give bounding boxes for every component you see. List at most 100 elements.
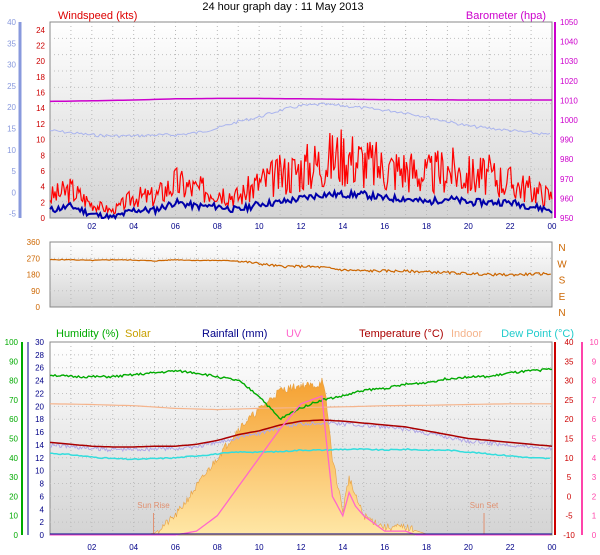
x-tick-label: 06 [171,543,180,552]
rainfall-tick: 26 [35,364,44,373]
windspeed-tick: 22 [36,42,45,51]
x-tick-label: 06 [171,222,180,231]
uv-line [50,395,550,536]
compass-tick: S [559,276,566,287]
left-outer-tick: 5 [12,167,17,176]
rainfall-tick: 6 [40,492,45,501]
windspeed-tick: 16 [36,89,45,98]
left-outer-tick: 10 [7,146,16,155]
barometer-line [49,97,552,103]
humidity-tick: 30 [9,473,18,482]
legend-humidity: Humidity (%) [56,328,119,340]
rainfall-tick: 30 [35,338,44,347]
rainfall-tick: 10 [35,467,44,476]
rainfall-tick: 20 [35,402,44,411]
wind-gust-line [49,129,553,215]
legend-rainfall: Rainfall (mm) [202,328,267,340]
barometer-tick: 980 [560,155,574,164]
rainfall-tick: 22 [35,389,44,398]
compass-tick: E [559,292,566,303]
x-tick-label: 18 [422,543,431,552]
direction-tick: 90 [31,287,40,296]
x-tick-label: 20 [464,543,473,552]
rainfall-tick: 14 [35,441,44,450]
rainfall-tick: 12 [35,454,44,463]
direction-tick: 360 [27,238,41,247]
windspeed-label: Windspeed (kts) [58,10,137,22]
wind-average-line [49,187,553,221]
temperature-tick: 30 [565,377,574,386]
x-tick-label: 14 [338,543,347,552]
barometer-tick: 950 [560,214,574,223]
windspeed-tick: 18 [36,73,45,82]
temperature-line [49,419,553,448]
uv-tick: 10 [590,338,599,347]
graph-title: 24 hour graph day : 11 May 2013 [202,1,363,13]
x-tick-label: 18 [422,222,431,231]
x-tick-label: 04 [129,543,138,552]
windspeed-tick: 14 [36,104,45,113]
temperature-tick: -10 [563,531,575,540]
uv-tick: 6 [592,415,597,424]
legend-indoor: Indoor [451,328,483,340]
barometer-tick: 970 [560,175,574,184]
x-tick-label: 02 [87,222,96,231]
direction-tick: 270 [27,254,41,263]
windspeed-tick: 2 [41,198,46,207]
windspeed-tick: 0 [41,214,46,223]
left-outer-tick: -5 [9,210,17,219]
legend-solar: Solar [125,328,151,340]
left-outer-tick: 40 [7,18,16,27]
wind-direction-line [49,258,551,277]
barometer-tick: 990 [560,136,574,145]
compass-tick: N [558,308,565,319]
barometer-label: Barometer (hpa) [466,10,546,22]
compass-tick: W [557,259,567,270]
humidity-tick: 20 [9,492,18,501]
temperature-tick: 35 [565,357,574,366]
temperature-raw-line [49,420,553,453]
rainfall-tick: 0 [40,531,45,540]
windspeed-tick: 4 [41,183,46,192]
windspeed-tick: 6 [41,167,46,176]
barometer-tick: 960 [560,194,574,203]
humidity-tick: 60 [9,415,18,424]
barometer-tick: 1020 [560,77,578,86]
temperature-tick: 25 [565,396,574,405]
barometer-tick: 1040 [560,38,578,47]
left-outer-tick: 35 [7,39,16,48]
x-tick-label: 08 [213,222,222,231]
rainfall-tick: 8 [40,480,45,489]
direction-tick: 0 [36,303,41,312]
uv-tick: 8 [592,377,597,386]
sunset-label: Sun Set [470,501,499,510]
x-tick-label: 04 [129,222,138,231]
temperature-tick: 10 [565,454,574,463]
windspeed-tick: 24 [36,26,45,35]
temperature-tick: -5 [565,512,573,521]
x-tick-label: 08 [213,543,222,552]
uv-tick: 3 [592,473,597,482]
outer-axis-trace [49,102,551,139]
humidity-tick: 70 [9,396,18,405]
windspeed-tick: 8 [41,151,46,160]
sunrise-label: Sun Rise [137,501,170,510]
humidity-tick: 80 [9,377,18,386]
rainfall-tick: 18 [35,415,44,424]
temperature-tick: 20 [565,415,574,424]
uv-tick: 7 [592,396,597,405]
x-tick-label: 12 [297,222,306,231]
humidity-tick: 90 [9,357,18,366]
barometer-tick: 1010 [560,96,578,105]
humidity-tick: 10 [9,512,18,521]
x-tick-label: 22 [506,222,515,231]
rainfall-tick: 2 [40,518,45,527]
dewpoint-line [50,447,550,461]
legend-uv: UV [286,328,302,340]
compass-tick: N [558,243,565,254]
windspeed-tick: 12 [36,120,45,129]
x-tick-label: 22 [506,543,515,552]
temperature-tick: 0 [567,492,572,501]
direction-tick: 180 [27,271,41,280]
